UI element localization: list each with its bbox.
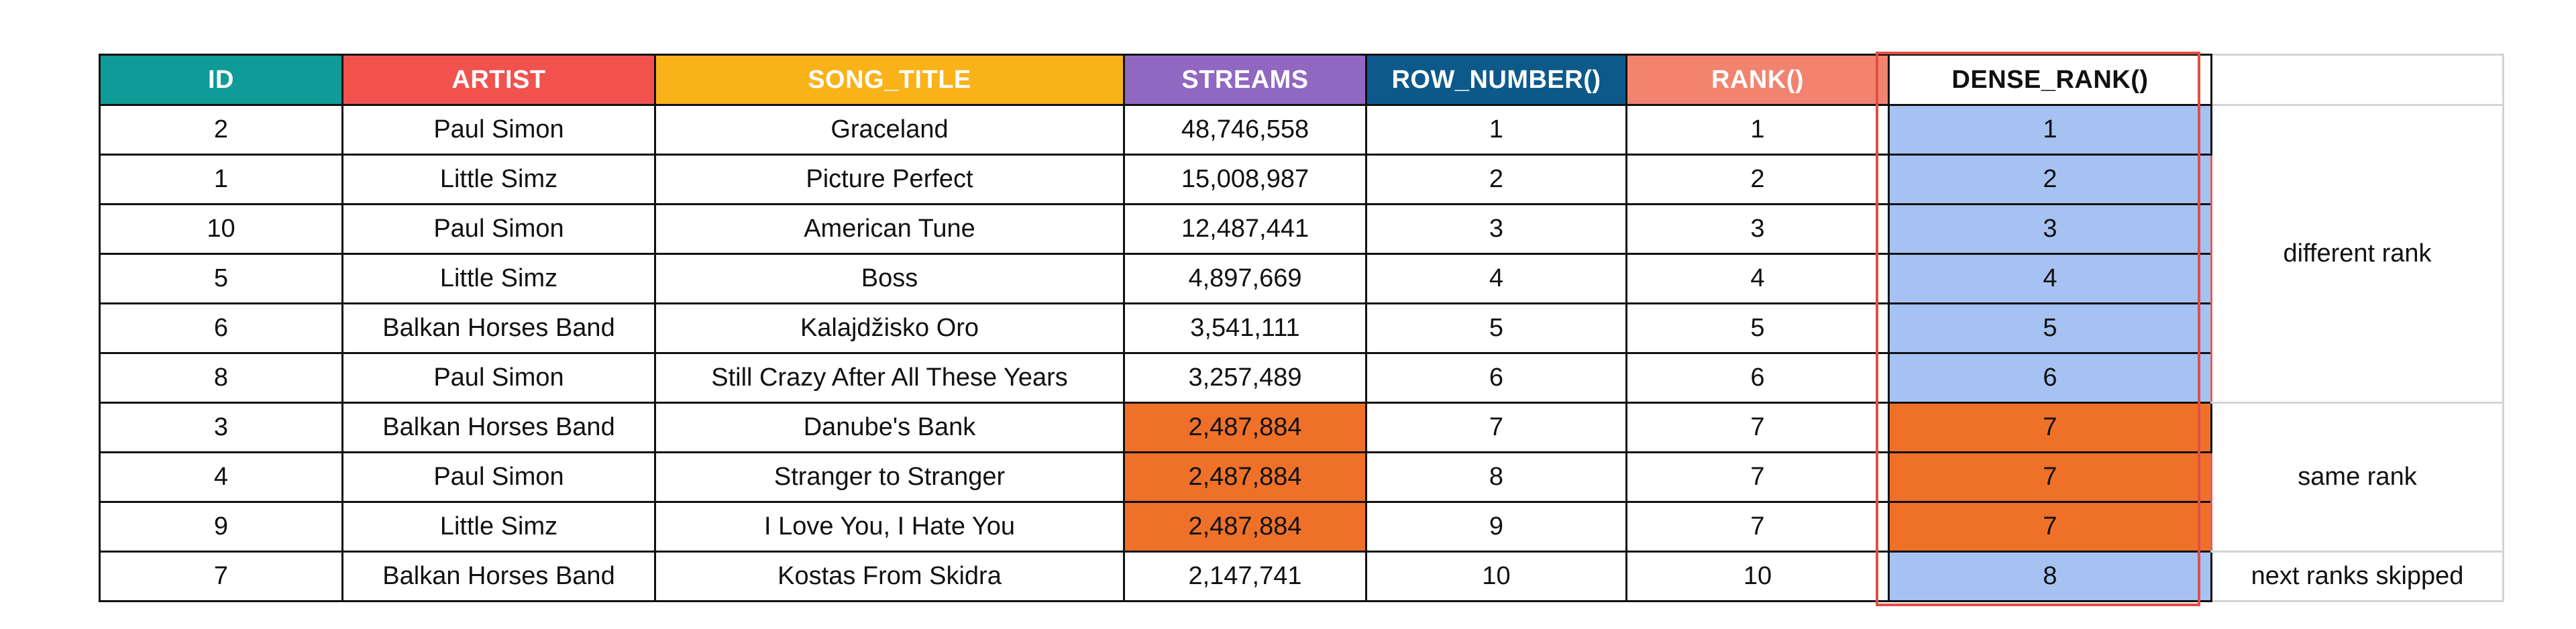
dense-rank-cell: 1 [1888,104,2212,156]
streams-cell: 2,487,884 [1123,451,1367,503]
note-different-rank: different rank [2210,104,2504,404]
streams-cell: 2,147,741 [1123,551,1367,602]
artist-cell: Little Simz [341,253,656,304]
id-cell: 7 [99,551,343,602]
header-row-number: ROW_NUMBER() [1365,54,1627,106]
rank-cell: 5 [1625,302,1890,354]
artist-cell: Paul Simon [341,451,656,503]
dense-rank-cell: 3 [1888,203,2212,255]
table-row: 6 Balkan Horses Band Kalajdžisko Oro 3,541,… [99,302,2504,354]
table-row: 4 Paul Simon Stranger to Stranger 2,487,884… [99,451,2504,503]
streams-cell: 2,487,884 [1123,501,1367,553]
artist-cell: Paul Simon [341,104,656,156]
song-title-cell: Picture Perfect [654,154,1125,205]
dense-rank-cell: 7 [1888,501,2212,553]
row-number-cell: 9 [1365,501,1627,553]
row-number-cell: 1 [1365,104,1627,156]
table-row: 1 Little Simz Picture Perfect 15,008,987 2 2 2 [99,154,2504,205]
header-rank: RANK() [1625,54,1890,106]
dense-rank-cell: 7 [1888,402,2212,453]
id-cell: 3 [99,402,343,453]
id-cell: 5 [99,253,343,304]
song-title-cell: I Love You, I Hate You [654,501,1125,553]
id-cell: 1 [99,154,343,205]
id-cell: 4 [99,451,343,503]
row-number-cell: 7 [1365,402,1627,453]
rank-cell: 10 [1625,551,1890,602]
artist-cell: Balkan Horses Band [341,402,656,453]
song-title-cell: Stranger to Stranger [654,451,1125,503]
artist-cell: Balkan Horses Band [341,551,656,602]
row-number-cell: 4 [1365,253,1627,304]
row-number-cell: 5 [1365,302,1627,354]
row-number-cell: 3 [1365,203,1627,255]
table-row: 9 Little Simz I Love You, I Hate You 2,487,… [99,501,2504,553]
dense-rank-cell: 6 [1888,352,2212,404]
id-cell: 8 [99,352,343,404]
row-number-cell: 6 [1365,352,1627,404]
rank-cell: 4 [1625,253,1890,304]
dense-rank-cell: 8 [1888,551,2212,602]
artist-cell: Paul Simon [341,203,656,255]
artist-cell: Balkan Horses Band [341,302,656,354]
header-song-title: SONG_TITLE [654,54,1125,106]
streams-cell: 15,008,987 [1123,154,1367,205]
song-title-cell: Kostas From Skidra [654,551,1125,602]
song-title-cell: Danube's Bank [654,402,1125,453]
song-title-cell: Graceland [654,104,1125,156]
row-number-cell: 10 [1365,551,1627,602]
song-title-cell: Kalajdžisko Oro [654,302,1125,354]
table-row: 10 Paul Simon American Tune 12,487,441 3 3 3 [99,203,2504,255]
song-title-cell: Still Crazy After All These Years [654,352,1125,404]
streams-cell: 3,541,111 [1123,302,1367,354]
song-title-cell: Boss [654,253,1125,304]
id-cell: 10 [99,203,343,255]
dense-rank-cell: 4 [1888,253,2212,304]
streams-cell: 2,487,884 [1123,402,1367,453]
table-row: 2 Paul Simon Graceland 48,746,558 1 1 1 differe… [99,104,2504,404]
row-number-cell: 8 [1365,451,1627,503]
ranking-table: ID ARTIST SONG_TITLE STREAMS ROW_NUMBER(… [99,54,2504,602]
row-number-cell: 2 [1365,154,1627,205]
note-same-rank: same rank [2210,402,2504,553]
dense-rank-cell: 5 [1888,302,2212,354]
dense-rank-cell: 2 [1888,154,2212,205]
header-id: ID [99,54,343,106]
note-next-ranks-skipped: next ranks skipped [2210,551,2504,602]
rank-cell: 1 [1625,104,1890,156]
id-cell: 6 [99,302,343,354]
rank-cell: 2 [1625,154,1890,205]
table-row: 7 Balkan Horses Band Kostas From Skidra 2,1… [99,551,2504,602]
artist-cell: Little Simz [341,154,656,205]
streams-cell: 12,487,441 [1123,203,1367,255]
header-row: ID ARTIST SONG_TITLE STREAMS ROW_NUMBER(… [99,54,2504,106]
artist-cell: Little Simz [341,501,656,553]
id-cell: 9 [99,501,343,553]
streams-cell: 4,897,669 [1123,253,1367,304]
streams-cell: 3,257,489 [1123,352,1367,404]
streams-cell: 48,746,558 [1123,104,1367,156]
rank-cell: 6 [1625,352,1890,404]
table-row: 8 Paul Simon Still Crazy After All These Y… [99,352,2504,404]
rank-cell: 3 [1625,203,1890,255]
rank-cell: 7 [1625,402,1890,453]
header-dense-rank: DENSE_RANK() [1888,54,2212,106]
header-artist: ARTIST [341,54,656,106]
table-body: 2 Paul Simon Graceland 48,746,558 1 1 1 differe… [99,104,2504,602]
artist-cell: Paul Simon [341,352,656,404]
id-cell: 2 [99,104,343,156]
dense-rank-cell: 7 [1888,451,2212,503]
table-row: 5 Little Simz Boss 4,897,669 4 4 4 [99,253,2504,304]
header-streams: STREAMS [1123,54,1367,106]
rank-cell: 7 [1625,451,1890,503]
table-row: 3 Balkan Horses Band Danube's Bank 2,487,88… [99,402,2504,553]
rank-cell: 7 [1625,501,1890,553]
header-note-blank [2210,54,2504,106]
song-title-cell: American Tune [654,203,1125,255]
